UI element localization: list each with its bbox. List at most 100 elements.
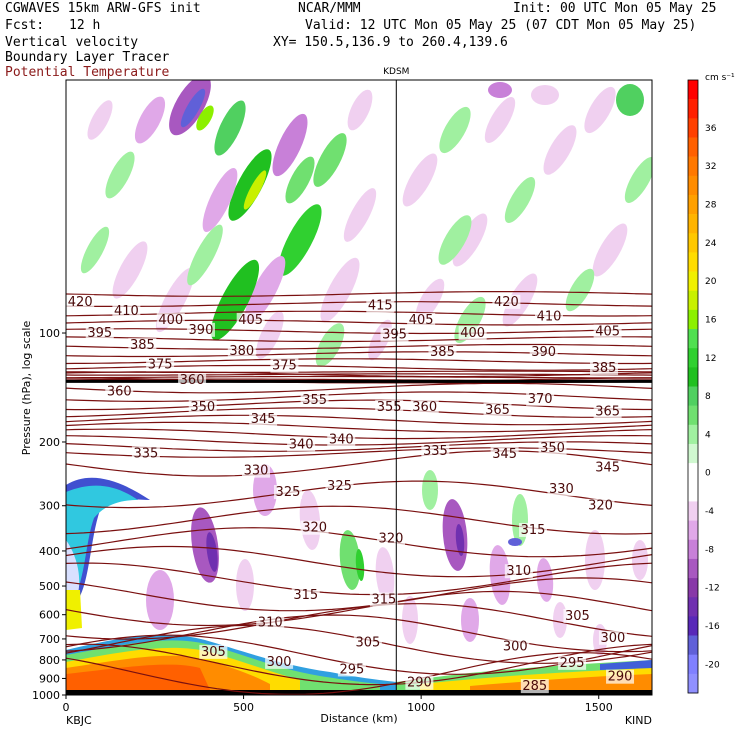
velocity-cell [244, 256, 286, 324]
theta-label-bg [178, 373, 207, 388]
theta-label: 315 [371, 593, 396, 608]
velocity-cell [202, 167, 238, 233]
colorbar-unit: cm s⁻¹ [705, 73, 735, 83]
theta-label-bg [66, 294, 95, 309]
theta-label-bg [598, 630, 627, 645]
colorbar-swatch [688, 386, 698, 406]
colorbar-tick-label: 4 [705, 430, 711, 440]
colorbar-swatch [688, 635, 698, 655]
theta-label: 315 [521, 523, 546, 538]
colorbar: 36 32 28 24 20 16 12 8 4 0 -4 -8 -12 -16 -20 [687, 79, 720, 694]
theta-label: 290 [407, 676, 432, 691]
velocity-cell [214, 100, 246, 156]
theta-label-bg [300, 520, 329, 535]
theta-line-mid [66, 391, 652, 402]
theta-label: 290 [608, 670, 633, 685]
theta-label: 340 [329, 433, 354, 448]
velocity-cell [461, 598, 479, 642]
velocity-cell [343, 188, 377, 242]
x-axis-label: Distance (km) [320, 712, 397, 725]
theta-label: 385 [592, 361, 617, 376]
velocity-cell [206, 532, 218, 572]
theta-label: 345 [492, 447, 517, 462]
velocity-cell [584, 86, 616, 134]
init-time: Init: 00 UTC Mon 05 May 25 [513, 1, 717, 16]
theta-label: 285 [522, 679, 547, 694]
colorbar-tick-label: -20 [705, 660, 720, 670]
theta-label-bg [227, 343, 256, 358]
theta-label: 310 [506, 564, 531, 579]
theta-label-bg [538, 441, 567, 456]
velocity-cell [531, 85, 559, 105]
theta-label: 355 [302, 393, 327, 408]
theta-label: 370 [528, 392, 553, 407]
colorbar-swatch [688, 175, 698, 196]
velocity-cell [180, 88, 206, 128]
theta-label: 315 [293, 588, 318, 603]
velocity-cell [402, 153, 438, 207]
theta-line-lower [66, 614, 652, 653]
y-tick-label: 400 [39, 545, 60, 558]
colorbar-swatch [688, 329, 698, 349]
theta-label-bg [256, 615, 285, 630]
theta-label-bg [558, 655, 587, 670]
theta-label: 365 [485, 403, 510, 418]
theta-label: 300 [601, 631, 626, 646]
velocity-cell [313, 133, 347, 187]
theta-label-bg [270, 358, 299, 373]
theta-label: 305 [355, 635, 380, 650]
colorbar-tick-label: 8 [705, 392, 711, 402]
velocity-cell [585, 530, 605, 590]
theta-label: 295 [560, 656, 585, 671]
velocity-cell [196, 105, 214, 131]
theta-label: 325 [276, 485, 301, 500]
colorbar-swatch [688, 367, 698, 387]
y-tick-label: 100 [39, 327, 60, 340]
theta-line-lower [66, 590, 652, 627]
colorbar-swatch [688, 99, 698, 119]
theta-label-bg [593, 324, 622, 339]
theta-label: 310 [258, 615, 283, 630]
theta-label-bg [428, 345, 457, 360]
theta-label-bg [291, 588, 320, 603]
theta-line-lower [66, 651, 652, 695]
theta-label: 340 [289, 437, 314, 452]
colorbar-tick-label: 0 [705, 469, 711, 479]
colorbar-swatch [688, 463, 698, 483]
theta-line-upper [66, 343, 652, 350]
theta-contours [66, 291, 652, 695]
x-tick-label: 0 [63, 701, 70, 714]
velocity-cell [543, 125, 577, 175]
velocity-cell [442, 499, 468, 571]
velocity-cell [402, 596, 418, 644]
colorbar-tick-label: 20 [705, 277, 717, 287]
theta-label: 360 [180, 373, 205, 388]
colorbar-tick-label: -16 [705, 622, 720, 632]
theta-label-bg [410, 399, 439, 414]
theta-label: 320 [588, 499, 613, 514]
theta-label: 350 [540, 441, 565, 456]
theta-label-bg [249, 412, 278, 427]
valid-time: Valid: 12 UTC Mon 05 May 25 (07 CDT Mon … [305, 18, 697, 33]
colorbar-swatch [688, 597, 698, 617]
theta-label: 385 [430, 345, 455, 360]
colorbar-swatch [688, 118, 698, 138]
velocity-cell [355, 549, 365, 581]
bl-yellow [66, 590, 82, 630]
theta-line-tropopause [66, 370, 652, 374]
forecast-hour: 12 h [69, 18, 101, 33]
theta-label: 395 [382, 328, 407, 343]
theta-label: 300 [267, 655, 292, 670]
velocity-cell [187, 224, 223, 286]
theta-label-bg [325, 479, 354, 494]
theta-label: 405 [238, 313, 263, 328]
theta-label: 305 [565, 609, 590, 624]
theta-label-bg [376, 531, 405, 546]
theta-line-mid [66, 414, 652, 426]
y-tick-label: 500 [39, 580, 60, 593]
theta-label-bg [242, 463, 271, 478]
theta-label-bg [492, 294, 521, 309]
theta-line-lower [66, 505, 652, 535]
x-tick-label: 500 [233, 701, 254, 714]
